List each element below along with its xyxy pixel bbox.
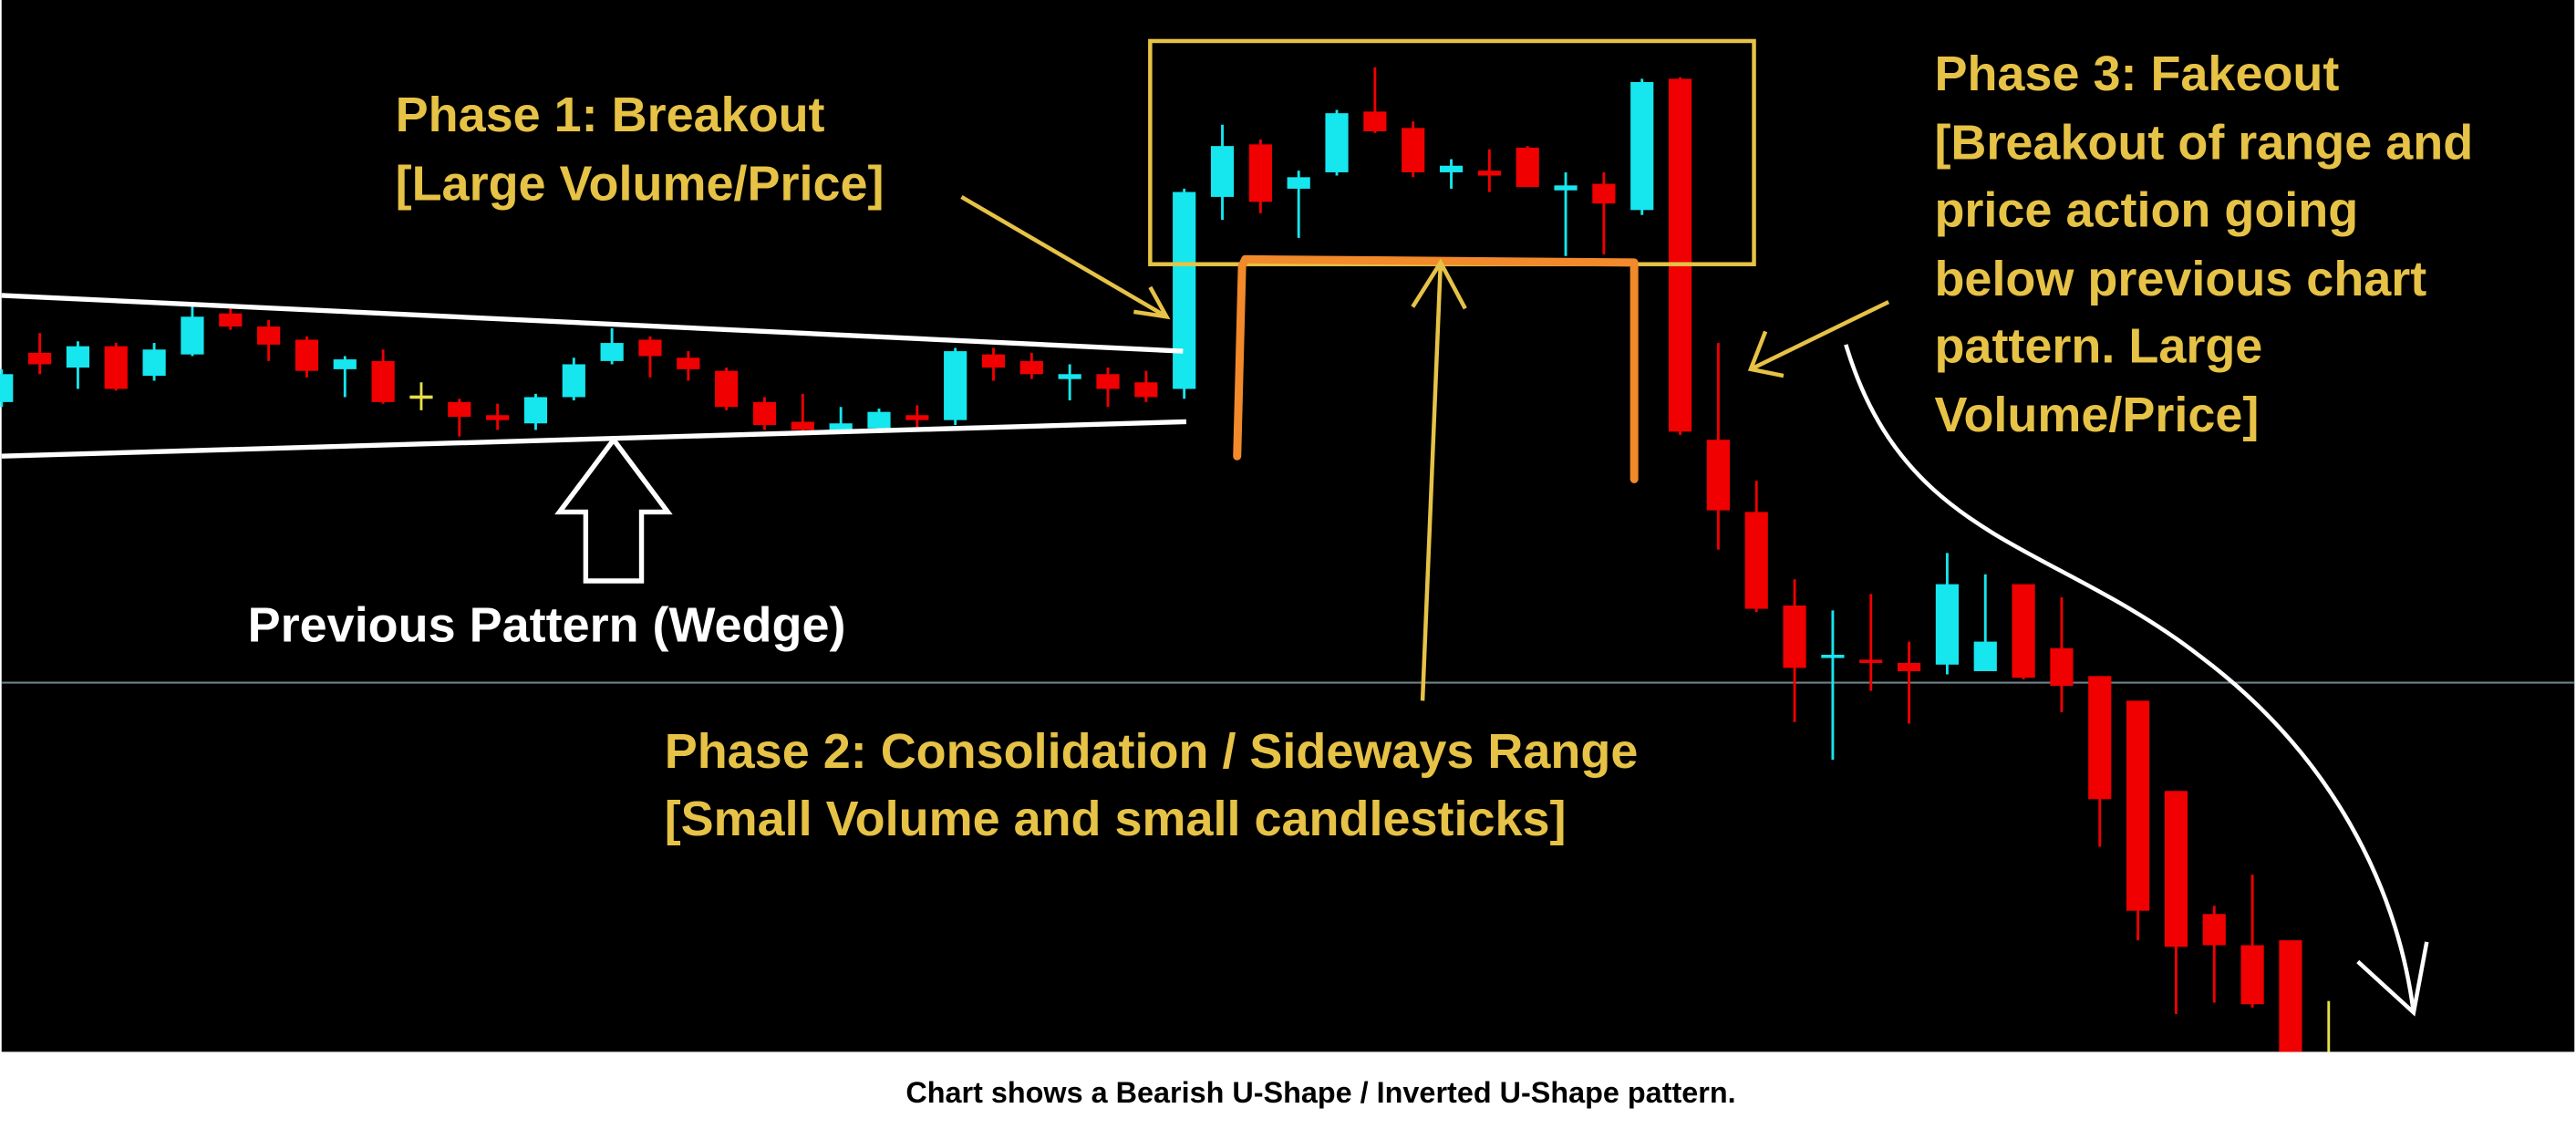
candle-body bbox=[2126, 700, 2150, 911]
candle-body bbox=[2088, 676, 2112, 800]
candle-body bbox=[1402, 128, 1425, 172]
up-arrow bbox=[554, 435, 673, 584]
wedge-upper bbox=[1, 293, 1184, 354]
candle-body bbox=[1325, 113, 1349, 172]
annotations: Phase 1: Breakout [Large Volume/Price] P… bbox=[396, 47, 2474, 846]
candle-body bbox=[66, 346, 90, 368]
candle-body bbox=[1248, 144, 1272, 202]
candle-body bbox=[333, 359, 357, 369]
arrow-phase3 bbox=[1747, 300, 1890, 378]
candle-body bbox=[905, 415, 929, 420]
annotation: pattern. Large bbox=[1934, 319, 2262, 374]
candle-body bbox=[1516, 147, 1539, 188]
annotation: [Small Volume and small candlesticks] bbox=[665, 792, 1567, 846]
candle-body bbox=[677, 357, 700, 369]
candle-body bbox=[2202, 914, 2226, 946]
arrow-phase2 bbox=[1411, 258, 1467, 701]
candle-body bbox=[1668, 78, 1692, 432]
u-shape bbox=[1233, 254, 1639, 483]
candle-body bbox=[486, 415, 510, 420]
candle-body bbox=[981, 354, 1006, 368]
candle-body bbox=[27, 352, 52, 365]
candle-body bbox=[1363, 111, 1387, 131]
candle-body bbox=[1821, 654, 1845, 658]
candle-body bbox=[1134, 382, 1158, 398]
candle-body bbox=[181, 316, 204, 355]
candle-body bbox=[1439, 165, 1464, 172]
candle-body bbox=[1210, 146, 1235, 197]
candle-body bbox=[1973, 641, 1997, 671]
candle-body bbox=[1592, 183, 1616, 204]
annotation: Volume/Price] bbox=[1934, 388, 2259, 442]
candle-body bbox=[715, 370, 739, 408]
candle-body bbox=[2050, 647, 2074, 687]
annotation: Phase 3: Fakeout bbox=[1934, 47, 2339, 101]
arrow-phase1 bbox=[960, 194, 1171, 320]
candle-body bbox=[1019, 360, 1043, 375]
candle-body bbox=[1897, 662, 1921, 671]
candle-body bbox=[448, 401, 471, 418]
candle-body bbox=[2279, 940, 2302, 1052]
candle-body bbox=[1744, 512, 1768, 609]
annotation: price action going bbox=[1934, 182, 2358, 237]
candle-body bbox=[1554, 185, 1578, 191]
candle-body bbox=[219, 313, 243, 327]
annotation: [Large Volume/Price] bbox=[396, 157, 885, 212]
candle-body bbox=[257, 326, 281, 345]
candle-body bbox=[1935, 584, 1960, 665]
annotation: [Breakout of range and bbox=[1934, 116, 2473, 171]
candle-body bbox=[791, 421, 814, 430]
candle-body bbox=[142, 349, 166, 377]
candle-body bbox=[944, 351, 967, 420]
candle-body bbox=[1630, 81, 1654, 211]
candle-body bbox=[600, 343, 624, 361]
candle-body bbox=[2240, 945, 2264, 1005]
annotation: below previous chart bbox=[1934, 252, 2426, 306]
candle-body bbox=[104, 346, 128, 389]
candle-body bbox=[523, 397, 548, 424]
down-curve-arrow bbox=[1844, 344, 2429, 1017]
candle-body bbox=[1058, 374, 1081, 379]
candle-body bbox=[1859, 659, 1883, 663]
candle-body bbox=[829, 423, 853, 430]
candle-body bbox=[752, 401, 777, 426]
candle-body bbox=[2012, 584, 2035, 678]
candle-body bbox=[295, 339, 319, 371]
annotation: Previous Pattern (Wedge) bbox=[248, 598, 846, 653]
candle-body bbox=[1706, 440, 1730, 511]
candle-body bbox=[638, 339, 662, 357]
candle-body bbox=[1783, 605, 1806, 668]
candle-body bbox=[1477, 171, 1501, 176]
candle-body bbox=[562, 364, 585, 398]
candles bbox=[0, 67, 2331, 1052]
candle-body bbox=[867, 411, 891, 429]
annotation: Phase 2: Consolidation / Sideways Range bbox=[665, 724, 1639, 779]
candle-body bbox=[1173, 192, 1196, 389]
candle-body bbox=[1287, 177, 1310, 189]
candle-body bbox=[2164, 791, 2188, 948]
candle-body bbox=[1096, 374, 1120, 389]
caption: Chart shows a Bearish U-Shape / Inverted… bbox=[905, 1076, 1735, 1109]
yellow-arrows bbox=[960, 194, 1890, 701]
annotation: Phase 1: Breakout bbox=[396, 88, 825, 142]
candle-body bbox=[371, 360, 395, 402]
candle-body bbox=[0, 374, 14, 402]
candle-body bbox=[409, 395, 433, 399]
caption-background bbox=[1, 1051, 2575, 1129]
wedge-lower bbox=[1, 419, 1187, 459]
